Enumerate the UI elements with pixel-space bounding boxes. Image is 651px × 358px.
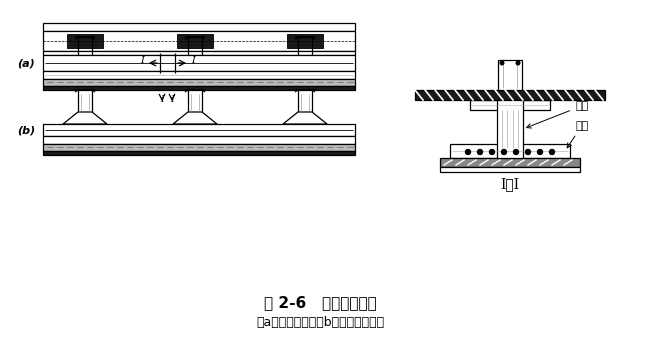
Text: 翼板: 翼板 (567, 121, 589, 148)
Polygon shape (173, 112, 217, 124)
Circle shape (525, 150, 531, 155)
Text: (a): (a) (17, 58, 35, 68)
Bar (177, 34, 213, 48)
Bar (67, 34, 103, 48)
Bar (43, 124, 355, 136)
Circle shape (514, 150, 518, 155)
Bar (470, 100, 550, 110)
Bar (440, 167, 580, 172)
Text: I: I (191, 55, 195, 64)
Circle shape (538, 150, 542, 155)
Bar (498, 60, 522, 90)
Text: I: I (160, 95, 164, 104)
Bar (43, 51, 355, 55)
Text: (b): (b) (17, 125, 35, 135)
Bar (43, 79, 355, 86)
Bar (415, 90, 605, 100)
Bar (43, 86, 355, 90)
Circle shape (490, 150, 495, 155)
Bar (440, 158, 580, 167)
Circle shape (500, 61, 504, 65)
Bar (43, 55, 355, 71)
Circle shape (501, 150, 506, 155)
Bar (497, 100, 523, 158)
Bar (43, 71, 355, 79)
Text: 肋梁: 肋梁 (527, 101, 589, 128)
Bar (43, 31, 355, 51)
Circle shape (465, 150, 471, 155)
Bar (43, 151, 355, 155)
Bar (43, 23, 355, 31)
Text: I－I: I－I (501, 177, 519, 191)
Polygon shape (63, 112, 107, 124)
Bar (43, 136, 355, 144)
Circle shape (477, 150, 482, 155)
Bar (450, 144, 570, 158)
Bar (287, 34, 323, 48)
Text: I: I (140, 55, 144, 64)
Text: 图 2-6   柱下条形基础: 图 2-6 柱下条形基础 (264, 295, 376, 310)
Circle shape (549, 150, 555, 155)
Text: I: I (170, 95, 174, 104)
Bar (43, 144, 355, 151)
Text: （a）等截面的；（b）柱位处加腋的: （a）等截面的；（b）柱位处加腋的 (256, 316, 384, 329)
Circle shape (516, 61, 519, 65)
Polygon shape (283, 112, 327, 124)
